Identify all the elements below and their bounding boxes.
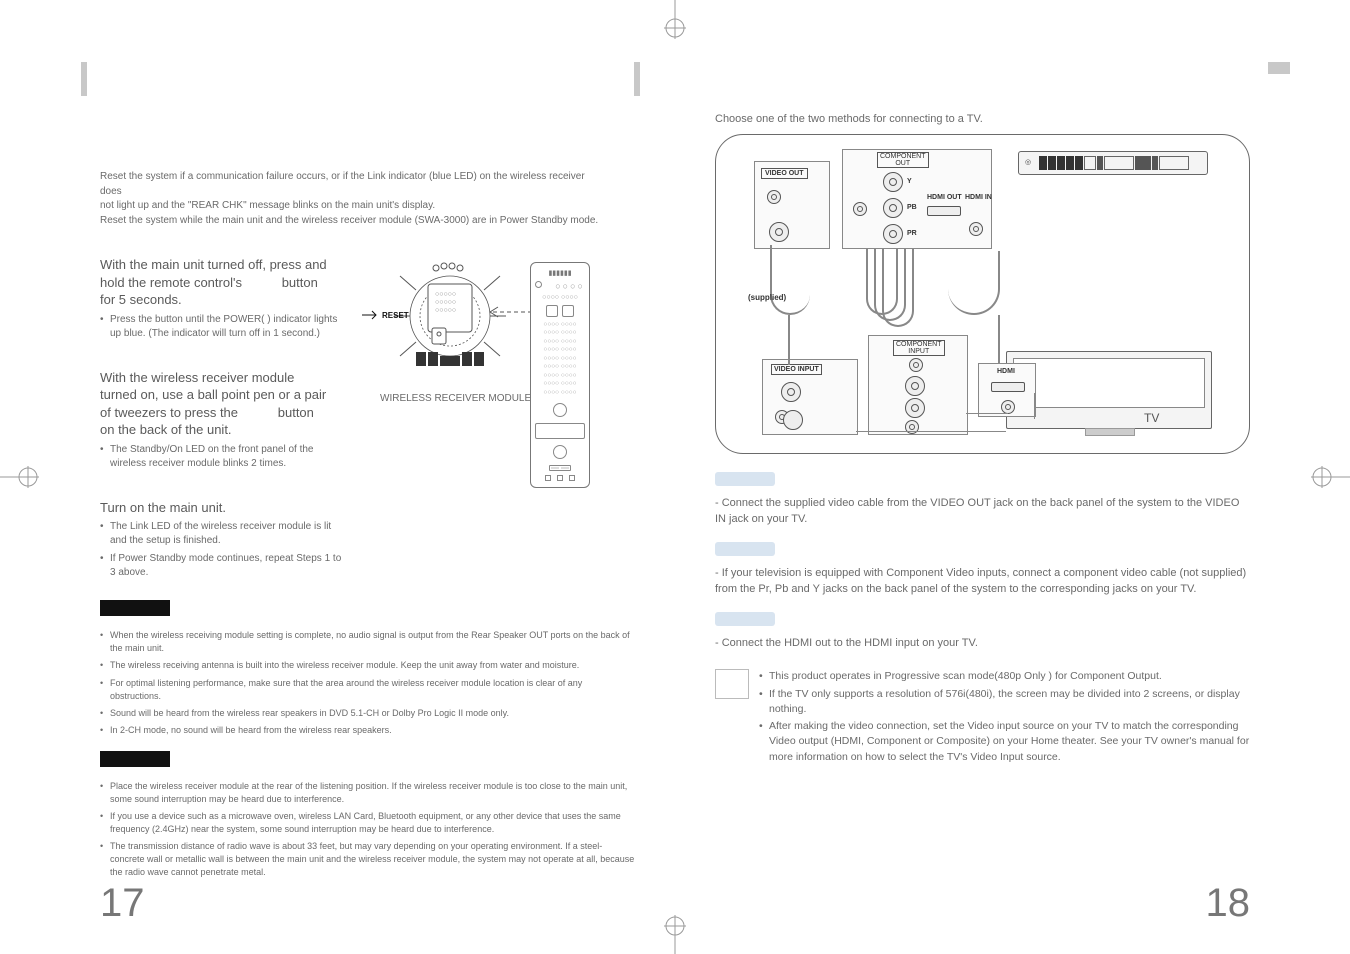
svg-text:○○○○○: ○○○○○ [435,291,456,298]
receiver-module-illustration: ○○○○○ ○○○○○ ○○○○○ [380,256,531,404]
step1-head: With the main unit turned off, press and… [100,256,360,309]
intro-line: not light up and the "REAR CHK" message … [100,199,600,214]
intro-line: Reset the system if a communication fail… [100,170,600,199]
step3-head: Turn on the main unit. [100,499,360,517]
svg-text:○○○○○: ○○○○○ [435,299,456,306]
tip-block: This product operates in Progressive sca… [715,669,1250,766]
video-input-panel: VIDEO INPUT [762,359,858,435]
tip-list: This product operates in Progressive sca… [759,669,1250,766]
supplied-label: (supplied) [748,293,786,302]
tv-body [1006,351,1212,429]
tip-icon [715,669,749,699]
note-item: The wireless receiving antenna is built … [100,659,635,672]
method2-pill [715,542,775,556]
svg-text:○○○○○: ○○○○○ [435,307,456,314]
intro-text: Reset the system if a communication fail… [100,170,600,228]
module-caption: WIRELESS RECEIVER MODULE [380,393,531,404]
note-item: Sound will be heard from the wireless re… [100,707,635,720]
method3-pill [715,612,775,626]
intro-line: Reset the system while the main unit and… [100,214,600,229]
right-intro: Choose one of the two methods for connec… [715,112,1215,128]
note-item: For optimal listening performance, make … [100,677,635,703]
hdmi-input-panel: HDMI [978,363,1036,417]
tip-item: After making the video connection, set t… [759,719,1250,765]
connection-diagram: VIDEO OUT COMPONENTOUT Y PB PR HDMI OUT … [715,134,1250,454]
step1-sub: •Press the button until the POWER( ) ind… [100,313,360,341]
tip-item: This product operates in Progressive sca… [759,669,1250,684]
method1-text: - Connect the supplied video cable from … [715,495,1250,528]
method3-text: - Connect the HDMI out to the HDMI input… [715,635,1250,652]
page-18: Choose one of the two methods for connec… [675,0,1350,954]
tv-label: TV [1144,411,1159,425]
step3-sub: •The Link LED of the wireless receiver m… [100,520,360,580]
illustration-area: ○○○○○ ○○○○○ ○○○○○ [380,256,620,580]
method2-text: - If your television is equipped with Co… [715,565,1250,598]
tv-top-bar: ◎ [1018,151,1208,175]
video-out-panel: VIDEO OUT [754,161,830,249]
caution-item: If you use a device such as a microwave … [100,810,635,836]
page-number: 18 [1206,881,1251,926]
step2-sub: •The Standby/On LED on the front panel o… [100,443,360,471]
note-heading [100,600,635,621]
component-out-panel: COMPONENTOUT Y PB PR HDMI OUT HDMI IN [842,149,992,249]
caution-heading [100,751,635,772]
page-number: 17 [100,881,145,926]
caution-list: Place the wireless receiver module at th… [100,780,635,879]
page-17: Reset the system if a communication fail… [0,0,675,954]
note-item: When the wireless receiving module setti… [100,629,635,655]
component-input-panel: COMPONENTINPUT [868,335,968,435]
notes-list: When the wireless receiving module setti… [100,629,635,736]
step2-head: With the wireless receiver module turned… [100,369,360,439]
note-item: In 2-CH mode, no sound will be heard fro… [100,724,635,737]
remote-illustration: ▮▮▮▮▮▮ ○○○○ ○○○○ ○○○○ ○○○○ ○○○○○○○○ ○○○○… [530,262,590,488]
caution-item: The transmission distance of radio wave … [100,840,635,879]
cable-hdmi [948,251,1000,315]
caution-item: Place the wireless receiver module at th… [100,780,635,806]
cable-video [770,245,810,315]
reset-callout: RESET [362,310,409,320]
tip-item: If the TV only supports a resolution of … [759,687,1250,717]
method1-pill [715,472,775,486]
